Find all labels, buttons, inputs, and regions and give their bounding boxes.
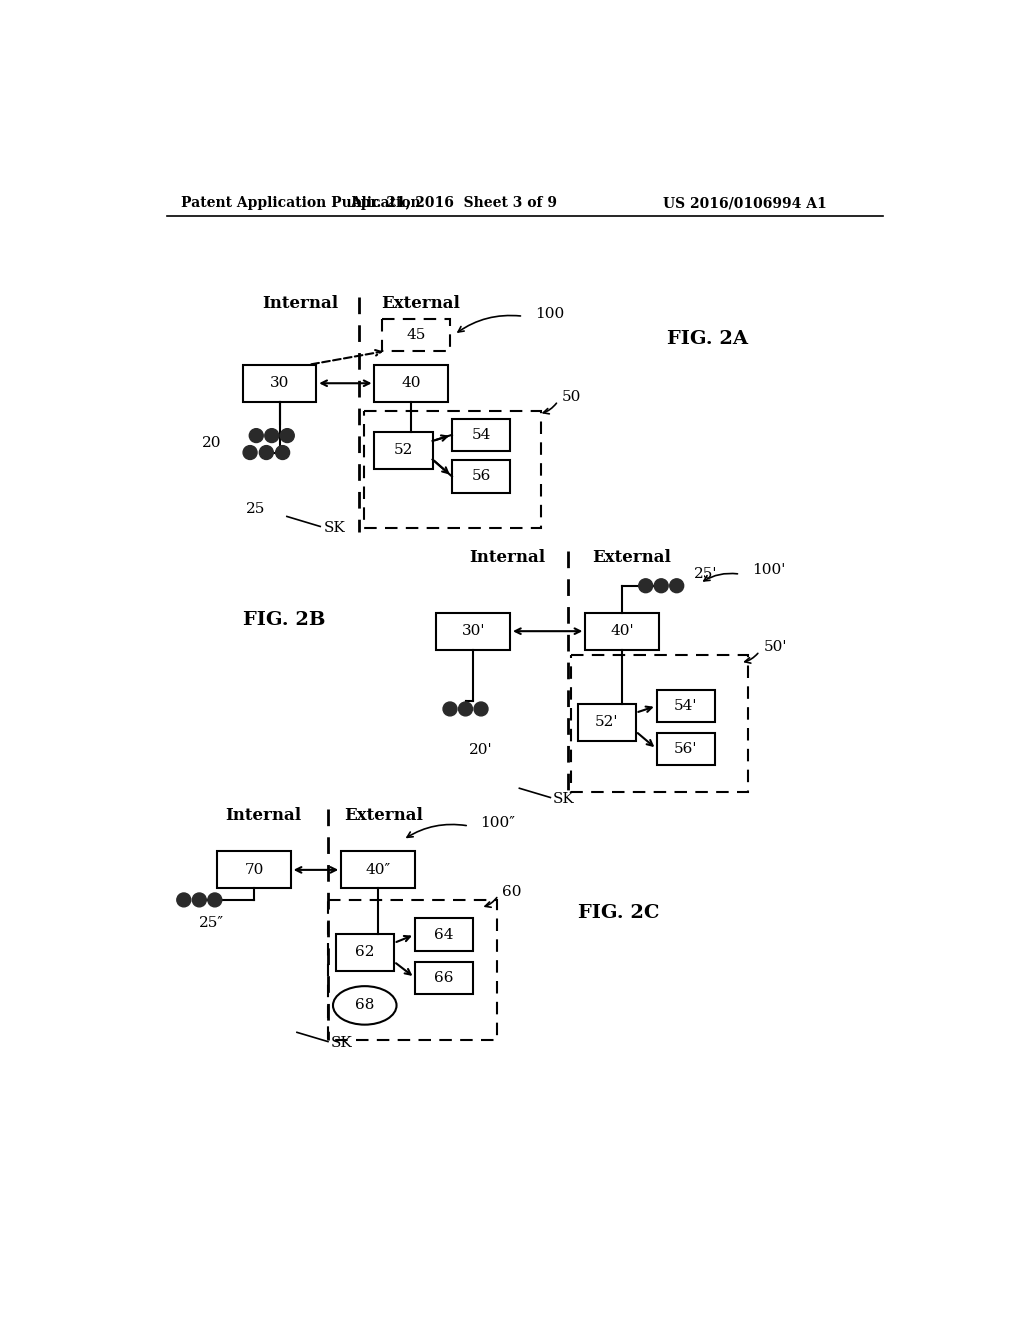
- Bar: [375, 432, 432, 469]
- Circle shape: [249, 429, 263, 442]
- Bar: [586, 612, 658, 649]
- Bar: [341, 851, 415, 888]
- Text: 20': 20': [469, 743, 493, 756]
- Text: External: External: [592, 549, 671, 566]
- Text: FIG. 2C: FIG. 2C: [578, 904, 659, 921]
- Bar: [415, 919, 473, 950]
- Text: 56': 56': [674, 742, 697, 756]
- Bar: [365, 411, 541, 528]
- Text: 45: 45: [407, 327, 426, 342]
- Bar: [452, 418, 510, 451]
- Text: 54': 54': [674, 698, 697, 713]
- Text: 25: 25: [246, 502, 265, 516]
- Bar: [656, 689, 715, 722]
- Bar: [336, 933, 394, 970]
- Circle shape: [670, 578, 684, 593]
- Text: 20: 20: [202, 437, 221, 450]
- Text: 100″: 100″: [480, 816, 516, 830]
- Text: 25″: 25″: [200, 916, 224, 931]
- Text: Apr. 21, 2016  Sheet 3 of 9: Apr. 21, 2016 Sheet 3 of 9: [350, 197, 557, 210]
- Text: 50': 50': [764, 640, 787, 655]
- Bar: [436, 612, 510, 649]
- Circle shape: [265, 429, 279, 442]
- Circle shape: [243, 446, 257, 459]
- Bar: [656, 733, 715, 766]
- Text: 40': 40': [610, 624, 634, 638]
- Text: 25': 25': [693, 568, 717, 581]
- Bar: [382, 318, 451, 351]
- Circle shape: [193, 892, 206, 907]
- Text: 100: 100: [535, 308, 564, 321]
- Circle shape: [281, 429, 294, 442]
- Ellipse shape: [333, 986, 396, 1024]
- Circle shape: [275, 446, 290, 459]
- Text: 54: 54: [471, 428, 490, 442]
- Text: 30: 30: [270, 376, 289, 391]
- Text: 64: 64: [434, 928, 454, 941]
- Circle shape: [208, 892, 222, 907]
- Text: 100': 100': [752, 564, 785, 577]
- Text: Internal: Internal: [470, 549, 546, 566]
- Text: 56: 56: [471, 470, 490, 483]
- Text: FIG. 2A: FIG. 2A: [667, 330, 748, 348]
- Text: External: External: [344, 807, 423, 824]
- Text: US 2016/0106994 A1: US 2016/0106994 A1: [663, 197, 826, 210]
- Text: 40: 40: [401, 376, 421, 391]
- Circle shape: [259, 446, 273, 459]
- Bar: [452, 461, 510, 492]
- Bar: [243, 364, 316, 401]
- Text: 50: 50: [562, 391, 582, 404]
- Text: 68: 68: [355, 998, 375, 1012]
- Text: Internal: Internal: [225, 807, 302, 824]
- Bar: [375, 364, 449, 401]
- Text: SK: SK: [324, 521, 345, 535]
- Bar: [328, 900, 497, 1040]
- Text: 52': 52': [595, 715, 618, 729]
- Text: SK: SK: [331, 1036, 353, 1051]
- Circle shape: [474, 702, 488, 715]
- Text: 62: 62: [355, 945, 375, 960]
- Circle shape: [654, 578, 669, 593]
- Text: 70: 70: [245, 863, 263, 876]
- Text: FIG. 2B: FIG. 2B: [243, 611, 326, 630]
- Text: Internal: Internal: [262, 294, 338, 312]
- Bar: [217, 851, 291, 888]
- Text: SK: SK: [553, 792, 574, 807]
- Text: External: External: [382, 294, 461, 312]
- Text: Patent Application Publication: Patent Application Publication: [180, 197, 420, 210]
- Circle shape: [459, 702, 472, 715]
- Bar: [578, 704, 636, 741]
- Bar: [571, 655, 748, 792]
- Circle shape: [443, 702, 457, 715]
- Text: 60: 60: [503, 886, 522, 899]
- Text: 30': 30': [462, 624, 485, 638]
- Text: 66: 66: [434, 970, 454, 985]
- Circle shape: [639, 578, 652, 593]
- Text: 40″: 40″: [366, 863, 390, 876]
- Text: 52: 52: [394, 444, 414, 457]
- Circle shape: [177, 892, 190, 907]
- Bar: [415, 961, 473, 994]
